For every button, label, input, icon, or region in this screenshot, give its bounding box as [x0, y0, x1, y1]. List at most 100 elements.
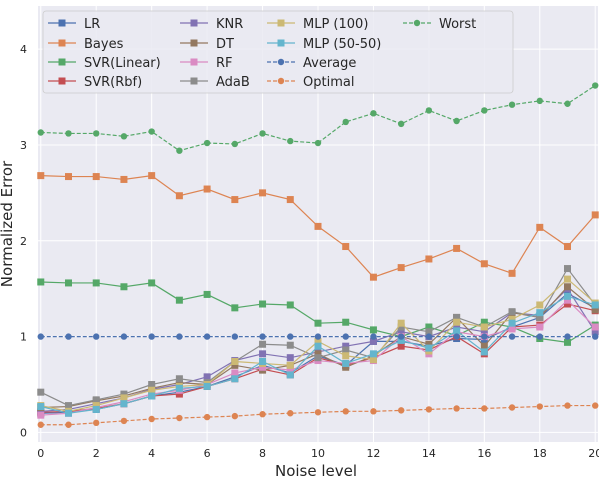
legend-entry-lr: LR [48, 17, 100, 32]
data-point [120, 175, 128, 183]
data-point [286, 301, 294, 309]
data-point [453, 327, 461, 335]
data-point [508, 404, 516, 411]
data-point [287, 137, 294, 145]
data-point [314, 342, 322, 350]
legend-entry-svr-linear: SVR(Linear) [48, 56, 161, 71]
legend-entry-knr: KNR [180, 17, 243, 32]
data-point [453, 323, 461, 331]
y-tick-label: 1 [20, 331, 27, 344]
data-point [286, 371, 294, 379]
data-point [231, 304, 239, 312]
data-point [231, 333, 239, 340]
data-point [286, 361, 294, 369]
data-point [286, 341, 294, 349]
data-point [259, 333, 266, 340]
data-point [425, 344, 433, 352]
data-point [536, 333, 543, 340]
data-point [176, 414, 183, 422]
x-tick-label: 20 [588, 447, 599, 460]
data-point [564, 292, 572, 300]
legend-entry-rf: RF [180, 56, 233, 71]
data-point [453, 405, 460, 412]
data-point [369, 273, 377, 281]
x-tick-label: 16 [477, 447, 491, 460]
x-tick-label: 8 [259, 447, 266, 460]
legend-label: AdaB [216, 75, 250, 90]
legend-swatch-marker [58, 58, 66, 66]
data-point [480, 323, 488, 331]
data-point [92, 396, 100, 404]
legend-label: LR [84, 17, 100, 32]
data-point [536, 313, 544, 321]
data-point [203, 413, 211, 421]
legend-swatch-marker [190, 39, 198, 47]
data-point [342, 352, 350, 360]
data-point [342, 408, 349, 415]
data-point [93, 130, 100, 137]
data-point [480, 260, 488, 268]
data-point [231, 369, 239, 377]
data-point [259, 350, 267, 358]
x-tick-label: 0 [37, 447, 44, 460]
data-point [175, 379, 183, 387]
data-point [120, 133, 128, 140]
data-point [397, 328, 405, 336]
data-point [231, 412, 239, 420]
data-point [592, 333, 599, 340]
data-point [286, 354, 294, 362]
legend-swatch-marker [277, 39, 285, 47]
legend-swatch-marker [190, 19, 198, 27]
legend-entry-svr-rbf: SVR(Rbf) [48, 75, 142, 90]
data-point [314, 222, 322, 230]
data-point [369, 326, 377, 334]
data-point [453, 117, 460, 125]
data-point [148, 333, 155, 340]
series-average [37, 333, 599, 340]
legend-label: SVR(Linear) [84, 56, 161, 71]
data-point [508, 269, 516, 277]
y-tick-label: 4 [20, 43, 27, 56]
data-point [203, 333, 211, 340]
data-point [480, 328, 488, 336]
series-mlp-50-50 [37, 292, 599, 417]
data-point [231, 196, 239, 204]
legend-entry-worst: Worst [403, 17, 476, 32]
data-point [564, 338, 572, 346]
data-point [508, 319, 516, 327]
data-point [564, 300, 572, 308]
data-point [120, 390, 128, 398]
data-point [425, 107, 433, 114]
data-point [175, 390, 183, 398]
data-point [65, 421, 72, 428]
y-tick-label: 2 [20, 235, 27, 248]
data-point [120, 417, 128, 425]
data-point [175, 384, 183, 392]
legend-swatch-marker [58, 19, 66, 27]
legend-swatch-marker [190, 58, 198, 66]
data-point [314, 139, 322, 147]
data-point [480, 318, 488, 326]
data-point [536, 301, 544, 309]
legend-label: RF [216, 56, 233, 71]
data-point [397, 323, 405, 331]
data-point [64, 402, 72, 410]
legend-swatch-marker [58, 39, 66, 47]
data-point [453, 313, 461, 321]
data-point [564, 296, 572, 304]
data-point [564, 275, 572, 283]
data-point [148, 381, 156, 389]
data-point [591, 301, 599, 309]
data-point [286, 196, 294, 204]
data-point [480, 342, 488, 350]
data-point [397, 342, 405, 350]
series-worst [37, 82, 599, 154]
data-point [203, 139, 211, 147]
legend-label: Worst [439, 17, 476, 32]
series-line-worst [40, 85, 596, 152]
data-point [397, 336, 405, 344]
data-point [148, 279, 156, 287]
x-tick-label: 10 [311, 447, 325, 460]
data-point [508, 315, 516, 323]
data-point [231, 375, 239, 383]
